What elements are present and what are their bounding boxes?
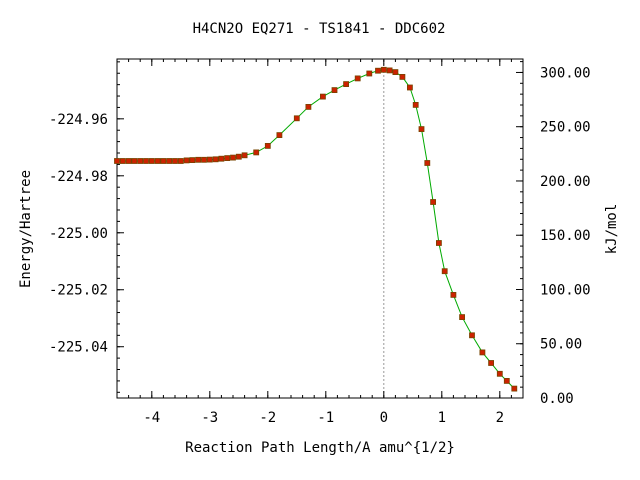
data-point bbox=[276, 132, 283, 139]
data-point bbox=[511, 385, 518, 392]
y2-tick-label: 50.00 bbox=[540, 337, 582, 353]
data-point bbox=[235, 153, 242, 160]
data-point bbox=[143, 158, 149, 164]
data-point bbox=[189, 157, 196, 164]
data-point bbox=[195, 156, 202, 163]
data-point bbox=[319, 93, 326, 100]
y2-tick-label: 250.00 bbox=[540, 120, 591, 136]
data-point bbox=[441, 268, 448, 275]
x-tick-label: -2 bbox=[259, 410, 276, 426]
data-point bbox=[125, 158, 132, 164]
x-tick-label: -3 bbox=[201, 410, 218, 426]
y-axis-label: Energy/Hartree bbox=[18, 170, 34, 288]
data-point bbox=[131, 158, 138, 164]
data-point bbox=[430, 199, 437, 205]
y2-tick-label: 100.00 bbox=[540, 282, 591, 298]
data-point bbox=[114, 158, 120, 164]
data-point bbox=[305, 104, 312, 110]
x-tick-label: -4 bbox=[143, 410, 160, 426]
data-point bbox=[230, 154, 236, 161]
y-tick-label: -225.04 bbox=[49, 340, 108, 356]
data-point bbox=[212, 156, 219, 163]
data-point bbox=[418, 126, 425, 132]
x-axis-ticks: -4 -3 -2 -1 0 1 2 bbox=[116, 59, 524, 426]
data-point bbox=[386, 67, 393, 74]
x-tick-label: 0 bbox=[380, 410, 388, 426]
x-tick-label: 2 bbox=[496, 410, 504, 426]
plot-area-frame bbox=[116, 58, 524, 399]
data-point bbox=[412, 102, 419, 108]
data-point bbox=[354, 75, 361, 82]
data-point bbox=[137, 158, 144, 164]
y2-tick-label: 300.00 bbox=[540, 65, 591, 81]
data-point bbox=[366, 70, 373, 77]
data-point bbox=[399, 74, 406, 80]
data-point bbox=[148, 158, 155, 164]
y-tick-label: -224.96 bbox=[49, 112, 108, 128]
data-point bbox=[177, 158, 184, 164]
y-tick-label: -225.02 bbox=[49, 283, 108, 299]
y2-tick-label: 200.00 bbox=[540, 174, 591, 190]
x-axis-label: Reaction Path Length/A amu^{1/2} bbox=[185, 440, 455, 456]
data-point bbox=[160, 158, 167, 164]
data-point bbox=[201, 156, 207, 163]
data-point bbox=[253, 149, 260, 156]
data-point bbox=[469, 332, 475, 339]
data-point bbox=[450, 291, 457, 298]
data-point bbox=[218, 155, 225, 162]
data-point bbox=[343, 81, 350, 87]
data-point bbox=[241, 152, 248, 159]
data-point bbox=[183, 157, 190, 164]
data-point bbox=[154, 158, 161, 164]
data-point bbox=[406, 84, 413, 91]
data-point bbox=[488, 360, 495, 366]
y-tick-label: -224.98 bbox=[49, 169, 108, 185]
data-point bbox=[331, 87, 338, 93]
chart-title: H4CN2O EQ271 - TS1841 - DDC602 bbox=[193, 21, 446, 37]
data-point bbox=[264, 142, 271, 149]
data-point bbox=[424, 160, 431, 166]
y-axis-ticks: -224.96 -224.98 -225.00 -225.02 -225.04 bbox=[49, 61, 124, 393]
x-tick-label: -1 bbox=[317, 410, 334, 426]
y-tick-label: -225.00 bbox=[49, 226, 108, 242]
data-point bbox=[435, 240, 442, 246]
data-point bbox=[119, 158, 126, 164]
y2-axis-label: kJ/mol bbox=[604, 204, 620, 255]
data-point bbox=[166, 158, 173, 164]
data-point bbox=[503, 377, 510, 384]
data-point bbox=[172, 158, 178, 164]
data-point bbox=[459, 314, 466, 321]
x-tick-label: 1 bbox=[438, 410, 446, 426]
data-point bbox=[224, 155, 231, 162]
data-point bbox=[375, 67, 381, 74]
y2-tick-label: 150.00 bbox=[540, 228, 591, 244]
data-point bbox=[392, 69, 399, 75]
data-point bbox=[206, 156, 213, 163]
data-point bbox=[479, 349, 486, 356]
y2-tick-label: 0.00 bbox=[540, 391, 574, 407]
energy-series-points bbox=[114, 66, 518, 392]
data-point bbox=[380, 66, 387, 73]
data-point bbox=[496, 370, 503, 377]
energy-series-line bbox=[117, 69, 515, 389]
y2-axis-ticks: 300.00 250.00 200.00 150.00 100.00 50.00 0.00 bbox=[516, 61, 591, 407]
data-point bbox=[293, 115, 300, 122]
